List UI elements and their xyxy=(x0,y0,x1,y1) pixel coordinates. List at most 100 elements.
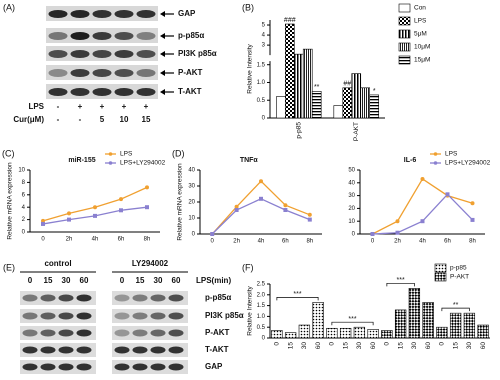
blot-band xyxy=(168,363,184,371)
x-tick-label: 15 xyxy=(287,342,294,350)
y-tick-label: 1.5 xyxy=(257,62,266,68)
blot-band xyxy=(22,346,38,354)
significance: ** xyxy=(453,302,459,309)
blot-band xyxy=(58,294,74,302)
x-tick-label: 6h xyxy=(118,237,125,243)
blot-band xyxy=(40,363,56,371)
blot-strip xyxy=(20,343,96,357)
bar xyxy=(381,330,393,339)
y-tick-label: 20 xyxy=(348,206,355,212)
y-tick-label: 2.0 xyxy=(257,292,266,298)
blot-band xyxy=(70,88,90,96)
blot-band xyxy=(114,346,130,354)
bracket xyxy=(386,282,415,287)
significance: ## xyxy=(343,81,351,88)
blot-band xyxy=(114,363,130,371)
x-tick-label: 8h xyxy=(144,237,151,243)
chart-title: TNFα xyxy=(240,157,259,164)
blot-band xyxy=(70,32,90,40)
y-tick-label: 1.5 xyxy=(257,303,266,309)
blot-band xyxy=(136,88,156,96)
y-tick-label: 4 xyxy=(262,33,266,39)
blot-band xyxy=(136,69,156,77)
bar xyxy=(394,309,407,339)
bar xyxy=(477,324,489,339)
x-tick-label: 8h xyxy=(469,239,476,245)
group-label: control xyxy=(44,259,71,268)
panel-label: (C) xyxy=(2,148,15,158)
y-tick-label: 6 xyxy=(22,192,26,198)
blot-strip xyxy=(112,309,188,323)
x-tick-label: 15 xyxy=(342,342,349,350)
x-tick-label: 30 xyxy=(411,342,418,350)
blot-row-label: PI3K p85α xyxy=(205,311,244,320)
y-tick-label: 30 xyxy=(348,193,355,199)
bracket xyxy=(276,297,319,301)
x-tick-label: 4h xyxy=(92,237,99,243)
legend-label: LPS xyxy=(120,151,133,158)
blot-band xyxy=(58,363,74,371)
bar xyxy=(311,91,322,119)
legend-label: 5μM xyxy=(414,31,427,38)
legend-marker xyxy=(433,152,438,156)
x-tick-label: 15 xyxy=(452,342,459,350)
y-tick-label: 2 xyxy=(22,217,26,223)
y-tick-label: 10 xyxy=(18,168,25,174)
y-tick-label: 20 xyxy=(188,200,195,206)
blot-band xyxy=(48,69,68,77)
legend-label: LPS+LY294002 xyxy=(120,160,166,167)
point xyxy=(445,192,450,197)
time-label: 0 xyxy=(120,276,125,285)
legend-label: LPS xyxy=(445,151,458,158)
y-axis-label: Relative Intensity xyxy=(247,44,254,94)
blot-band xyxy=(40,329,56,337)
y-tick-label: 1.0 xyxy=(257,80,266,86)
point xyxy=(145,185,149,190)
point xyxy=(307,217,312,222)
legend-label: P-AKT xyxy=(450,274,469,281)
blot-band xyxy=(114,32,134,40)
legend-swatch xyxy=(434,272,447,282)
y-tick-label: 40 xyxy=(348,180,355,186)
time-label: 30 xyxy=(154,276,163,285)
y-tick-label: 0 xyxy=(22,230,26,236)
series-line xyxy=(372,178,473,235)
legend-label: LPS xyxy=(414,18,427,25)
blot-band xyxy=(150,312,166,320)
blot-band xyxy=(150,329,166,337)
point xyxy=(307,212,312,217)
bar xyxy=(271,330,283,339)
x-tick-label: 0 xyxy=(371,239,375,245)
legend-label: 10μM xyxy=(414,44,430,51)
blot-band xyxy=(132,346,148,354)
point xyxy=(370,232,375,236)
bar xyxy=(369,94,379,119)
blot-row-label: P-AKT xyxy=(205,328,230,337)
blot-strip xyxy=(112,343,188,357)
x-tick-label: 2h xyxy=(66,237,73,243)
x-tick-label: 6h xyxy=(444,239,451,245)
point xyxy=(283,208,288,212)
y-tick-label: 5 xyxy=(262,23,266,29)
blot-band xyxy=(168,312,184,320)
blot-band xyxy=(40,346,56,354)
point xyxy=(93,205,97,210)
blot-band xyxy=(92,69,112,77)
legend-label: p-p85 xyxy=(450,265,467,272)
blot-band xyxy=(150,346,166,354)
bracket xyxy=(441,307,470,312)
x-tick-label: 0 xyxy=(439,342,446,346)
blot-band xyxy=(22,294,38,302)
blot-band xyxy=(114,10,134,18)
blot-row-label: p-p85α xyxy=(205,293,231,302)
x-tick-label: p-p85 xyxy=(295,122,302,139)
blot-row-label: GAP xyxy=(205,362,223,371)
blot-band xyxy=(114,50,134,58)
bar xyxy=(436,326,448,339)
time-label: 30 xyxy=(62,276,71,285)
blot-strip xyxy=(20,291,96,305)
blot-band xyxy=(136,50,156,58)
y-tick-label: 0 xyxy=(262,336,266,342)
blot-band xyxy=(58,329,74,337)
charts: 0 0.5 1.0 1.5 3 4 5 p-p85 P-AKT Relative Intensit… xyxy=(2,2,491,349)
